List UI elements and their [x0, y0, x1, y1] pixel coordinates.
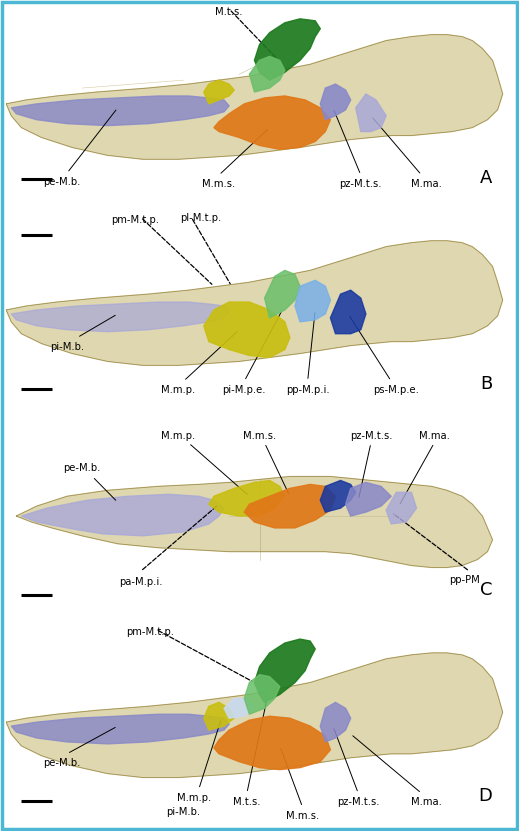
Text: pz-M.t.s.: pz-M.t.s. [350, 431, 392, 441]
Text: pe-M.b.: pe-M.b. [43, 758, 80, 768]
Text: pp-PM: pp-PM [449, 575, 480, 585]
Polygon shape [265, 270, 300, 318]
Text: pp-M.p.i.: pp-M.p.i. [286, 385, 330, 395]
Text: M.m.s.: M.m.s. [286, 811, 319, 821]
Text: pa-M.p.i.: pa-M.p.i. [119, 578, 162, 588]
Text: pz-M.t.s.: pz-M.t.s. [337, 797, 379, 807]
Polygon shape [331, 290, 366, 334]
Text: pe-M.b.: pe-M.b. [43, 177, 80, 187]
Text: M.m.p.: M.m.p. [161, 385, 196, 395]
Text: pz-M.t.s.: pz-M.t.s. [339, 179, 382, 189]
Text: pe-M.b.: pe-M.b. [63, 463, 101, 473]
Polygon shape [21, 494, 224, 536]
Polygon shape [254, 639, 315, 702]
Polygon shape [254, 19, 320, 80]
Text: M.t.s.: M.t.s. [215, 7, 243, 17]
Polygon shape [214, 96, 331, 150]
Text: B: B [480, 375, 493, 393]
Text: pi-M.b.: pi-M.b. [50, 342, 84, 352]
Polygon shape [320, 480, 356, 512]
Polygon shape [346, 483, 391, 516]
Polygon shape [295, 280, 331, 322]
Polygon shape [209, 480, 285, 516]
Polygon shape [320, 84, 351, 120]
Text: M.m.s.: M.m.s. [243, 431, 276, 441]
Text: ps-M.p.e.: ps-M.p.e. [373, 385, 419, 395]
Polygon shape [214, 716, 331, 770]
Polygon shape [11, 302, 229, 332]
Text: pm-M.t.p.: pm-M.t.p. [112, 215, 159, 225]
Text: C: C [480, 581, 493, 599]
Polygon shape [249, 57, 285, 92]
Polygon shape [320, 702, 351, 742]
Text: M.m.p.: M.m.p. [161, 431, 196, 441]
Text: pm-M.t.p.: pm-M.t.p. [127, 627, 174, 637]
Polygon shape [204, 702, 234, 730]
Polygon shape [204, 302, 290, 357]
Polygon shape [356, 94, 386, 131]
Text: pl-M.t.p.: pl-M.t.p. [181, 213, 222, 223]
Text: pi-M.b.: pi-M.b. [167, 807, 200, 817]
Polygon shape [17, 476, 493, 568]
Text: A: A [480, 169, 493, 187]
Text: D: D [479, 787, 493, 805]
Text: M.m.s.: M.m.s. [202, 179, 236, 189]
Polygon shape [244, 484, 335, 528]
Polygon shape [6, 653, 502, 778]
Polygon shape [224, 698, 254, 718]
Polygon shape [11, 714, 229, 744]
Text: M.ma.: M.ma. [411, 179, 442, 189]
Text: M.ma.: M.ma. [411, 797, 442, 807]
Polygon shape [386, 492, 417, 524]
Text: M.t.s.: M.t.s. [233, 797, 261, 807]
Polygon shape [6, 241, 502, 366]
Polygon shape [6, 35, 502, 160]
Text: M.ma.: M.ma. [419, 431, 449, 441]
Polygon shape [244, 675, 280, 714]
Polygon shape [11, 96, 229, 125]
Polygon shape [204, 80, 234, 104]
Text: M.m.p.: M.m.p. [176, 794, 211, 804]
Text: pi-M.p.e.: pi-M.p.e. [223, 385, 266, 395]
